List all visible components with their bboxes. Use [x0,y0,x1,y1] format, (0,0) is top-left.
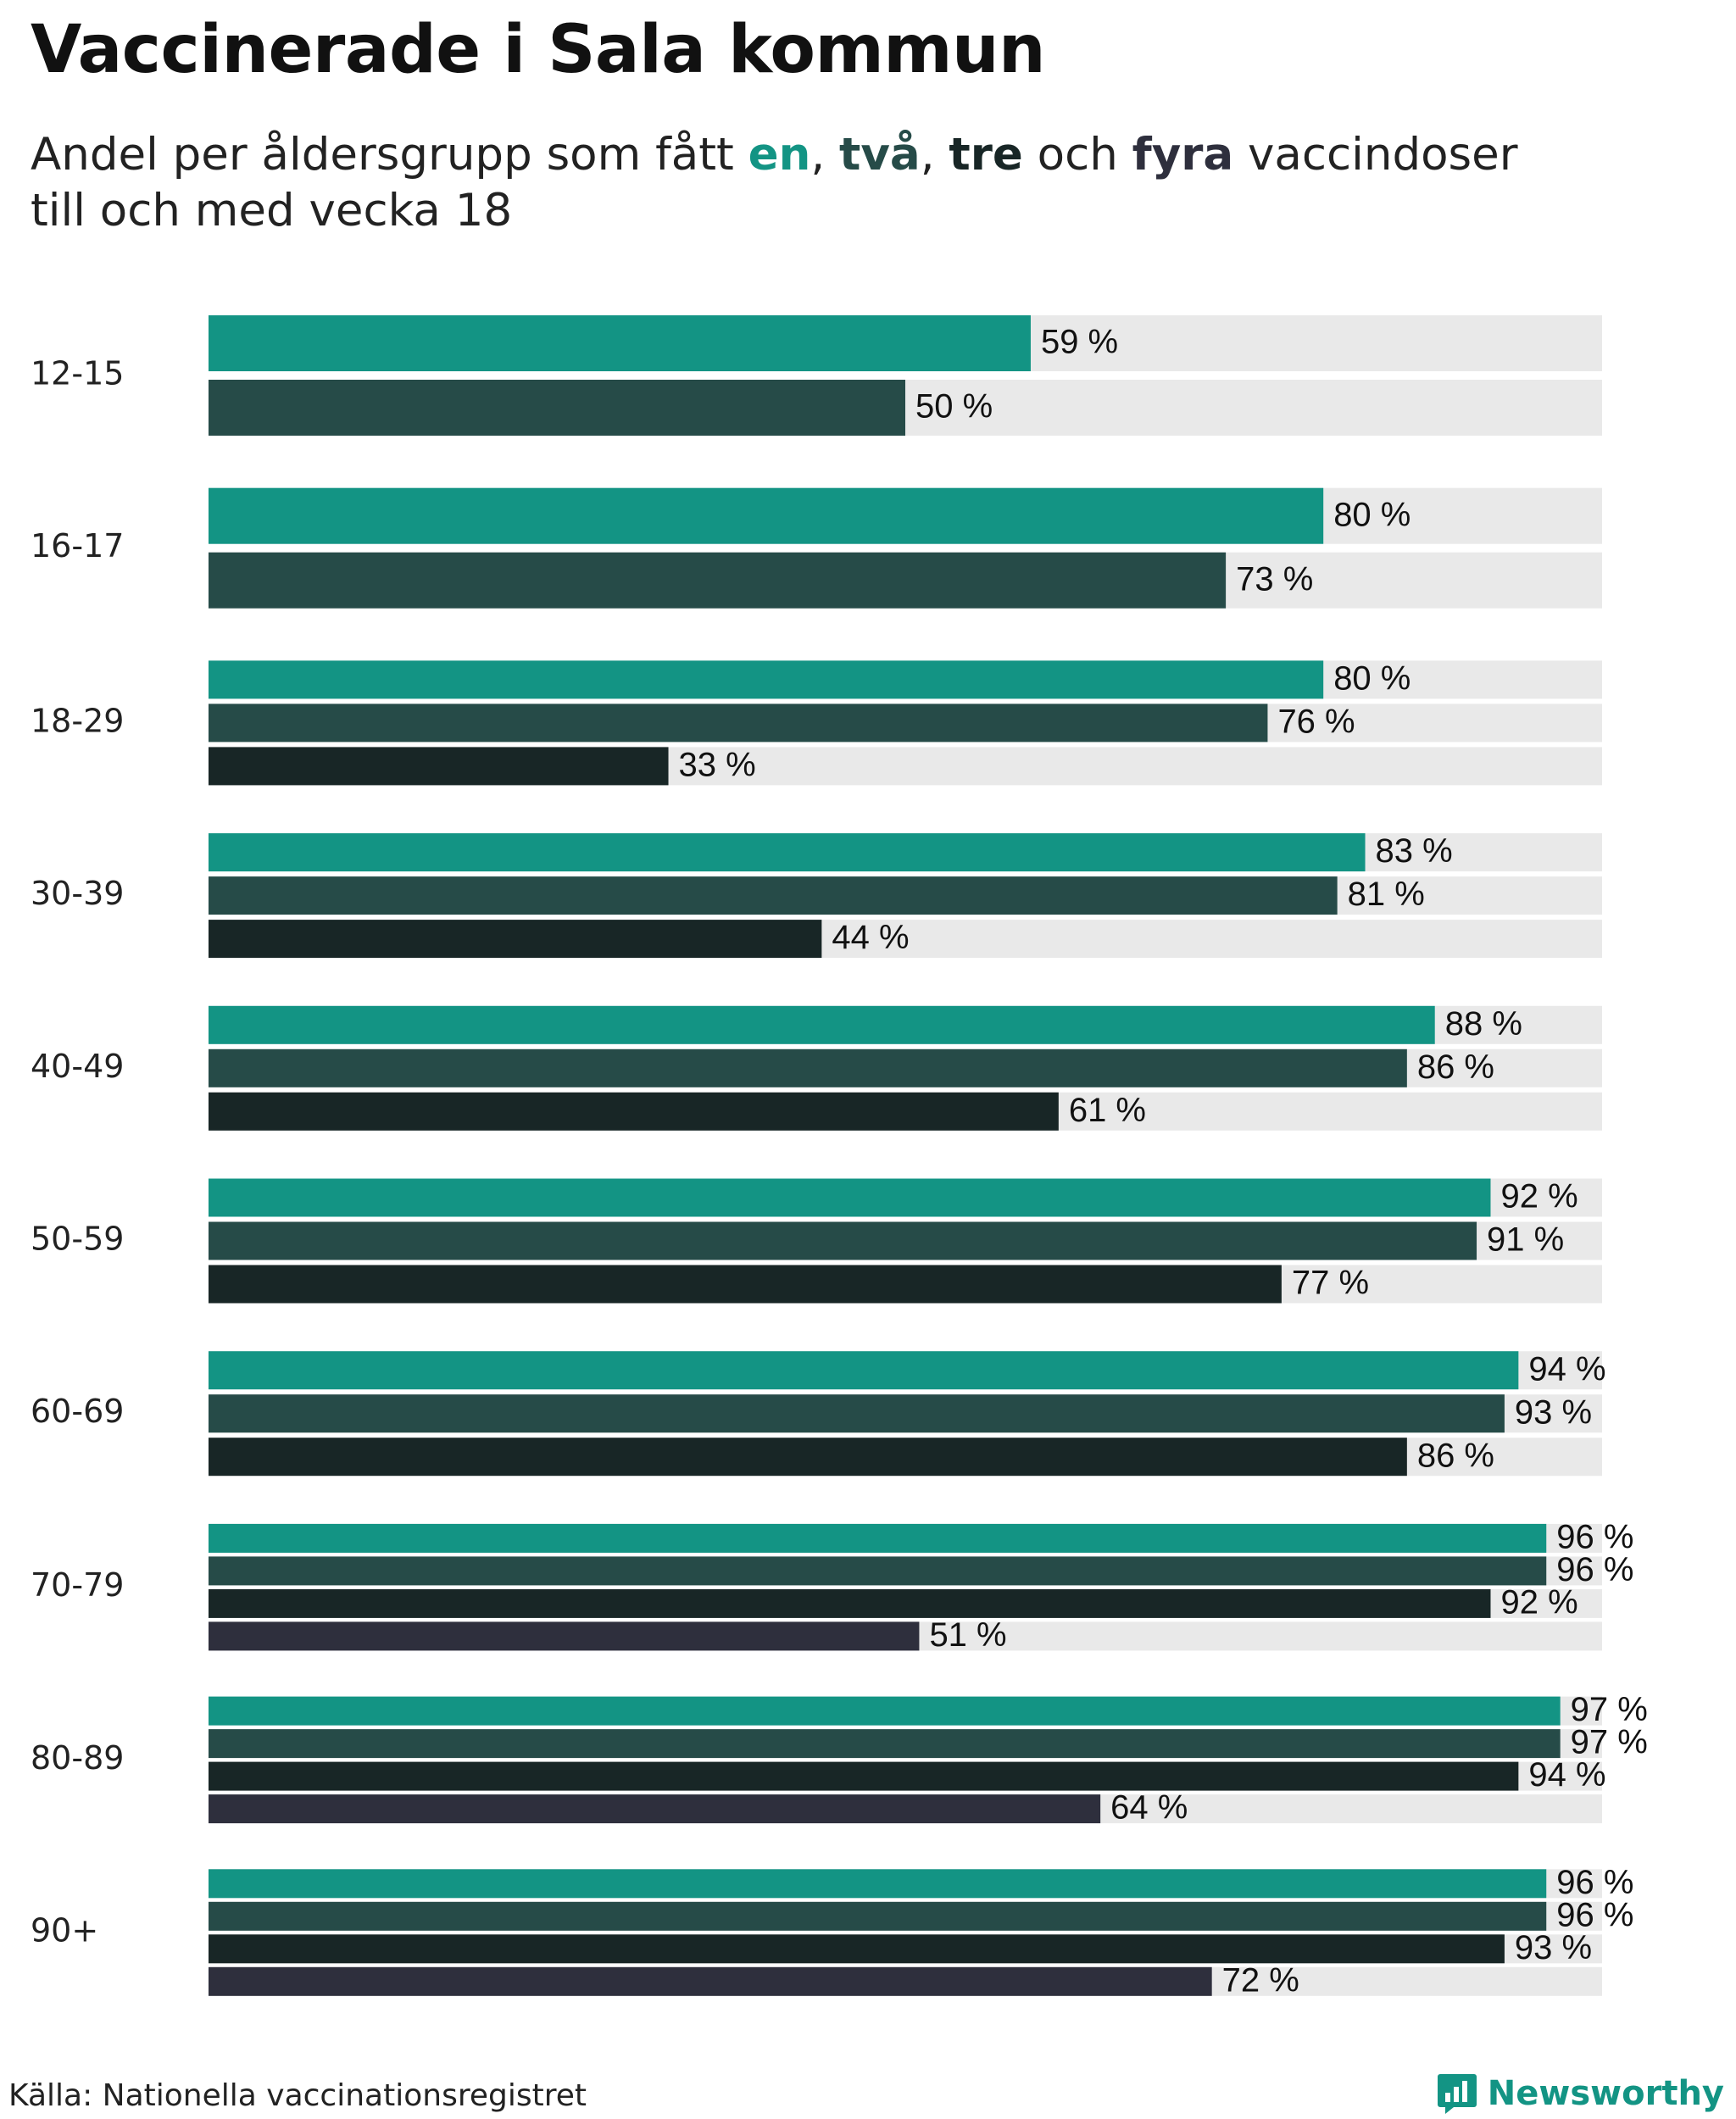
data-label: 93 % [1515,1393,1592,1431]
data-label: 80 % [1333,659,1410,697]
bar-två [209,1221,1477,1260]
subtitle-text: till och med vecka 18 [31,185,513,236]
legend-key-fyra: fyra [1132,129,1234,181]
data-label: 61 % [1069,1092,1146,1129]
bar-tre [209,1092,1059,1131]
bar-en [209,1351,1519,1390]
bar-en [209,1523,1547,1553]
subtitle-text: vaccindoser [1233,129,1518,181]
data-label: 93 % [1515,1929,1592,1966]
bar-tre [209,920,822,959]
bar-en [209,1869,1547,1899]
bar-tre [209,1934,1505,1964]
bar-tre [209,1438,1407,1477]
category-label: 60-69 [31,1393,124,1430]
data-label: 72 % [1222,1961,1299,1999]
bar-en [209,1178,1491,1217]
data-label: 76 % [1277,703,1355,740]
data-label: 96 % [1556,1551,1633,1588]
bar-tre [209,1588,1491,1618]
data-label: 94 % [1528,1756,1605,1794]
bar-två [209,1901,1547,1931]
brand-name: Newsworthy [1487,2074,1724,2113]
data-label: 88 % [1445,1005,1522,1043]
data-label: 92 % [1500,1178,1577,1215]
bar-en [209,487,1324,544]
data-label: 96 % [1556,1518,1633,1555]
data-label: 91 % [1487,1221,1564,1259]
bar-en [209,833,1366,872]
bar-två [209,1048,1407,1087]
bar-två [209,1556,1547,1586]
data-label: 96 % [1556,1896,1633,1933]
bar-fyra [209,1966,1212,1996]
data-label: 33 % [679,746,756,783]
category-label: 80-89 [31,1739,124,1777]
source-note: Källa: Nationella vaccinationsregistret [8,2078,587,2113]
bar-två [209,380,905,436]
data-label: 97 % [1571,1724,1648,1761]
subtitle-text: Andel per åldersgrupp som fått [31,129,748,181]
data-label: 77 % [1292,1265,1369,1302]
bar-en [209,660,1324,699]
data-label: 83 % [1376,832,1453,870]
data-label: 59 % [1041,324,1118,361]
bar-tre [209,1761,1519,1791]
subtitle-separator: , [920,129,949,181]
bar-två [209,1394,1505,1433]
bar-fyra [209,1794,1101,1824]
data-label: 86 % [1417,1048,1494,1086]
data-label: 86 % [1417,1437,1494,1474]
bar-två [209,552,1227,609]
data-label: 50 % [915,388,993,425]
category-label: 16-17 [31,527,124,565]
bar-två [209,1729,1561,1759]
category-label: 18-29 [31,702,124,739]
legend-key-tre: tre [949,129,1023,181]
brand-logo: Newsworthy [1437,2072,1724,2115]
newsworthy-logo-icon [1437,2074,1477,2114]
bar-tre [209,747,669,786]
data-label: 44 % [832,919,909,956]
bar-tre [209,1265,1282,1304]
category-label: 30-39 [31,875,124,912]
bar-två [209,876,1338,915]
category-label: 50-59 [31,1221,124,1258]
data-label: 92 % [1500,1583,1577,1621]
data-label: 80 % [1333,496,1410,533]
category-label: 90+ [31,1912,98,1949]
data-label: 64 % [1110,1789,1188,1827]
subtitle-text: och [1022,129,1132,181]
data-label: 96 % [1556,1864,1633,1901]
bar-två [209,704,1268,742]
bar-chart: 12-15 59 % 50 % 16-17 80 % 73 % 18-29 80 % 76 % 3… [31,315,1648,1999]
legend-key-en: en [748,129,811,181]
category-label: 12-15 [31,355,124,392]
data-label: 81 % [1348,876,1425,913]
bar-en [209,315,1031,371]
chart-title: Vaccinerade i Sala kommun [31,12,1046,88]
data-label: 97 % [1571,1691,1648,1728]
data-label: 73 % [1236,560,1313,598]
bar-en [209,1696,1561,1726]
data-label: 51 % [929,1616,1006,1654]
subtitle-separator: , [810,129,840,181]
chart-subtitle: Andel per åldersgrupp som fått en, två, … [31,127,1518,239]
category-label: 70-79 [31,1566,124,1604]
legend-key-tva: två [839,129,921,181]
bar-fyra [209,1621,920,1651]
category-label: 40-49 [31,1048,124,1085]
data-label: 94 % [1528,1350,1605,1388]
bar-en [209,1005,1435,1044]
